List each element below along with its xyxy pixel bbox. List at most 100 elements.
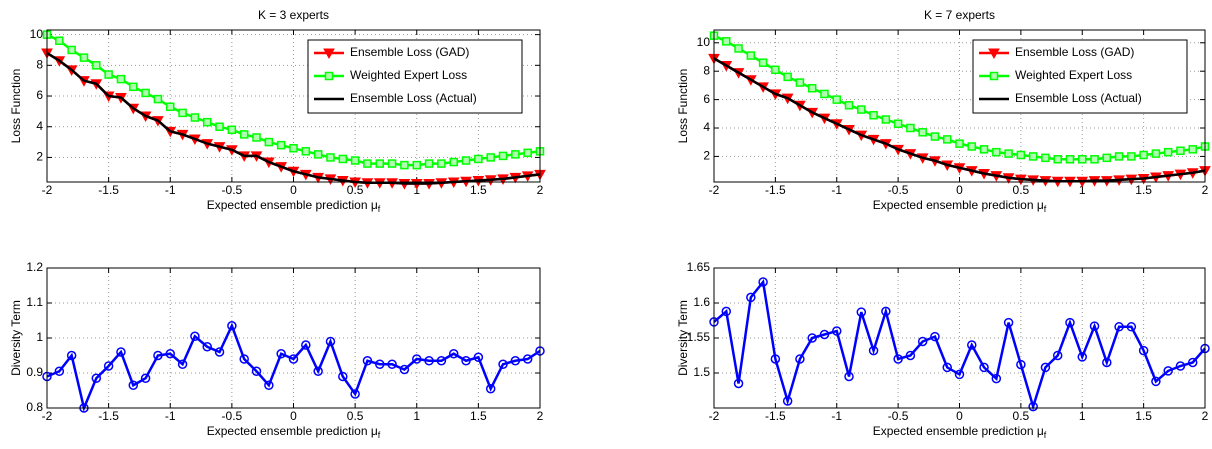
marker <box>301 340 311 350</box>
marker <box>881 306 891 317</box>
x-axis-label: Expected ensemble prediction μf <box>207 424 381 440</box>
marker <box>979 145 989 154</box>
marker <box>721 306 732 317</box>
marker <box>289 143 298 153</box>
x-tick-label: -1.5 <box>98 183 119 197</box>
y-tick-label: 1.65 <box>687 260 711 274</box>
x-tick-label: 1.5 <box>1135 409 1152 423</box>
y-tick-label: 8 <box>36 57 43 71</box>
marker <box>239 130 249 139</box>
x-tick-label: -2 <box>709 409 720 423</box>
marker <box>350 156 360 165</box>
axes-box <box>713 29 1206 183</box>
y-tick-label: 4 <box>703 120 710 134</box>
marker <box>832 95 841 104</box>
axes-box <box>713 267 1206 409</box>
x-tick-label: 1 <box>1079 183 1086 197</box>
marker <box>1176 146 1185 155</box>
marker <box>202 117 212 127</box>
x-tick-label: -1 <box>165 409 176 423</box>
x-axis-label-main: Expected ensemble prediction μ <box>207 198 378 212</box>
marker <box>338 371 348 382</box>
x-tick-label: 1 <box>413 183 420 197</box>
x-tick-label: 2 <box>537 409 544 423</box>
x-tick-label: 2 <box>1202 183 1209 197</box>
marker <box>474 154 483 164</box>
marker <box>782 396 793 406</box>
marker <box>324 71 334 81</box>
marker <box>288 354 299 364</box>
marker <box>1138 345 1149 356</box>
marker <box>91 373 102 383</box>
marker <box>771 65 780 75</box>
marker <box>979 362 989 373</box>
legend-label: Weighted Expert Loss <box>350 68 467 82</box>
y-tick-label: 1.1 <box>26 295 43 309</box>
marker <box>375 359 385 369</box>
chart-title: K = 7 experts <box>924 8 995 22</box>
x-tick-label: -1 <box>165 183 176 197</box>
marker <box>1188 145 1197 154</box>
marker <box>1126 322 1137 332</box>
y-axis-label: Loss Function <box>9 69 23 144</box>
marker <box>412 354 422 364</box>
marker <box>832 326 842 336</box>
marker <box>338 154 348 164</box>
marker <box>807 83 817 93</box>
marker <box>967 142 977 151</box>
x-tick-label: -0.5 <box>888 183 909 197</box>
marker <box>522 354 533 364</box>
marker <box>1151 149 1161 158</box>
marker <box>1151 376 1161 387</box>
marker <box>758 58 768 67</box>
y-tick-label: 6 <box>36 88 43 102</box>
legend: Ensemble Loss (GAD) Weighted Expert Loss E… <box>972 39 1188 114</box>
marker <box>1078 155 1087 164</box>
marker <box>363 159 372 168</box>
y-tick-label: 1.6 <box>693 295 710 309</box>
marker <box>92 61 101 70</box>
marker <box>190 331 200 341</box>
marker <box>485 384 496 394</box>
x-axis-label-subscript: f <box>1044 430 1047 440</box>
marker <box>264 137 274 147</box>
marker <box>190 113 200 122</box>
x-tick-label: -1 <box>831 409 842 423</box>
marker <box>326 153 335 162</box>
axes-box <box>46 267 541 409</box>
marker <box>325 336 336 347</box>
marker <box>893 119 903 129</box>
x-axis-label-subscript: f <box>378 430 381 440</box>
marker <box>1114 322 1124 332</box>
marker <box>104 70 113 79</box>
y-tick-label: 1 <box>36 330 43 344</box>
x-tick-label: -0.5 <box>888 409 909 423</box>
marker <box>820 89 829 99</box>
legend-label: Ensemble Loss (Actual) <box>350 91 477 105</box>
marker <box>153 94 163 104</box>
marker <box>746 292 756 303</box>
legend-label: Ensemble Loss (GAD) <box>350 45 469 59</box>
y-tick-label: 1.55 <box>687 330 711 344</box>
marker <box>399 364 410 375</box>
x-tick-label: 1.5 <box>1135 183 1152 197</box>
marker <box>1041 153 1050 163</box>
marker <box>989 71 999 81</box>
marker <box>202 342 212 352</box>
marker <box>988 48 1000 60</box>
marker <box>893 354 903 364</box>
marker <box>215 122 224 131</box>
marker <box>1028 401 1038 412</box>
x-axis-label: Expected ensemble prediction μf <box>873 198 1047 214</box>
y-tick-label: 0.8 <box>26 400 43 414</box>
marker <box>301 147 311 156</box>
x-tick-label: 0 <box>956 409 963 423</box>
marker <box>905 350 916 361</box>
marker <box>1065 155 1075 164</box>
marker <box>1040 362 1051 373</box>
x-tick-label: -1.5 <box>765 409 786 423</box>
marker <box>510 356 521 366</box>
x-axis-label: Expected ensemble prediction μf <box>207 198 381 214</box>
marker <box>165 349 175 359</box>
marker <box>437 159 446 168</box>
